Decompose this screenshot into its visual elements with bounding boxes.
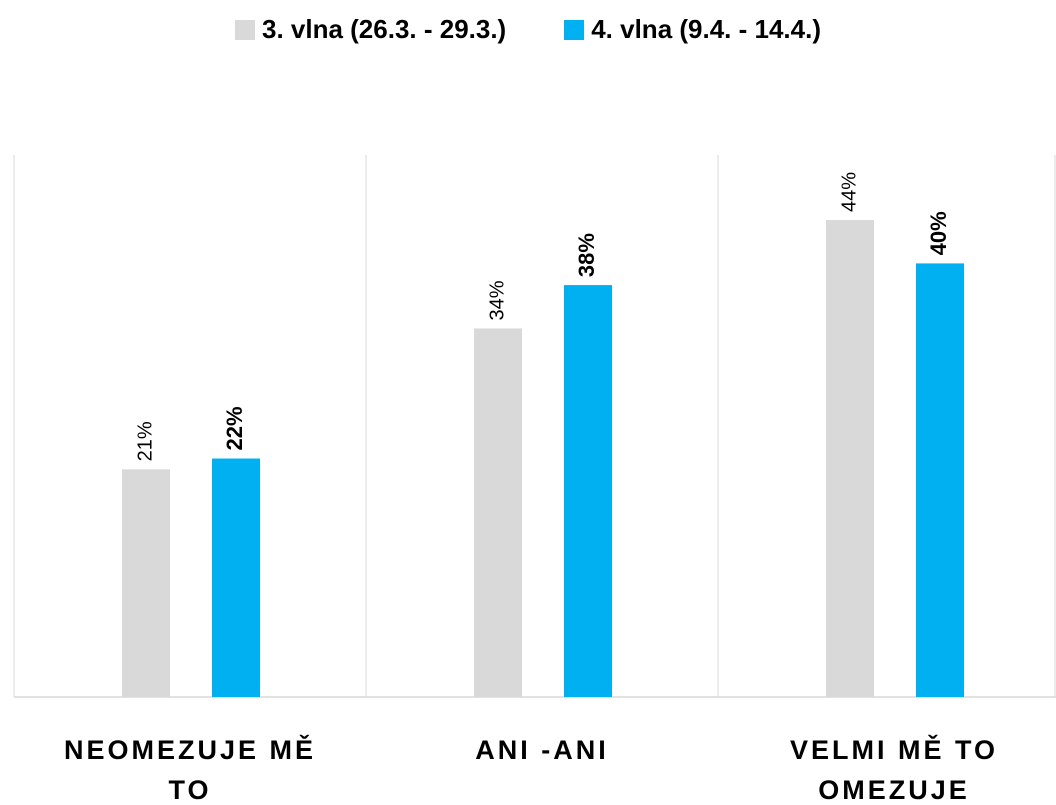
bar — [564, 285, 612, 697]
bar — [474, 328, 522, 697]
value-label: 44% — [838, 172, 860, 212]
value-label: 34% — [486, 280, 508, 320]
x-tick-label: ANI -ANI — [475, 735, 609, 765]
value-label: 21% — [134, 421, 156, 461]
value-label: 40% — [926, 211, 951, 255]
legend-label: 4. vlna (9.4. - 14.4.) — [591, 14, 821, 44]
legend-swatch — [564, 19, 585, 40]
legend-item: 4. vlna (9.4. - 14.4.) — [564, 14, 821, 45]
x-tick-label: NEOMEZUJE MĚ TO — [63, 735, 317, 805]
bar — [122, 469, 170, 697]
legend-item: 3. vlna (26.3. - 29.3.) — [234, 14, 507, 45]
bar — [212, 458, 260, 697]
value-label: 38% — [574, 233, 599, 277]
value-label: 22% — [222, 406, 247, 450]
legend-label: 3. vlna (26.3. - 29.3.) — [261, 14, 507, 44]
bar — [826, 220, 874, 698]
bar — [916, 263, 964, 697]
legend: 3. vlna (26.3. - 29.3.) 4. vlna (9.4. - 1… — [0, 14, 1056, 45]
x-tick-label: VELMI MĚ TO OMEZUJE — [789, 735, 998, 805]
legend-swatch — [234, 19, 255, 40]
